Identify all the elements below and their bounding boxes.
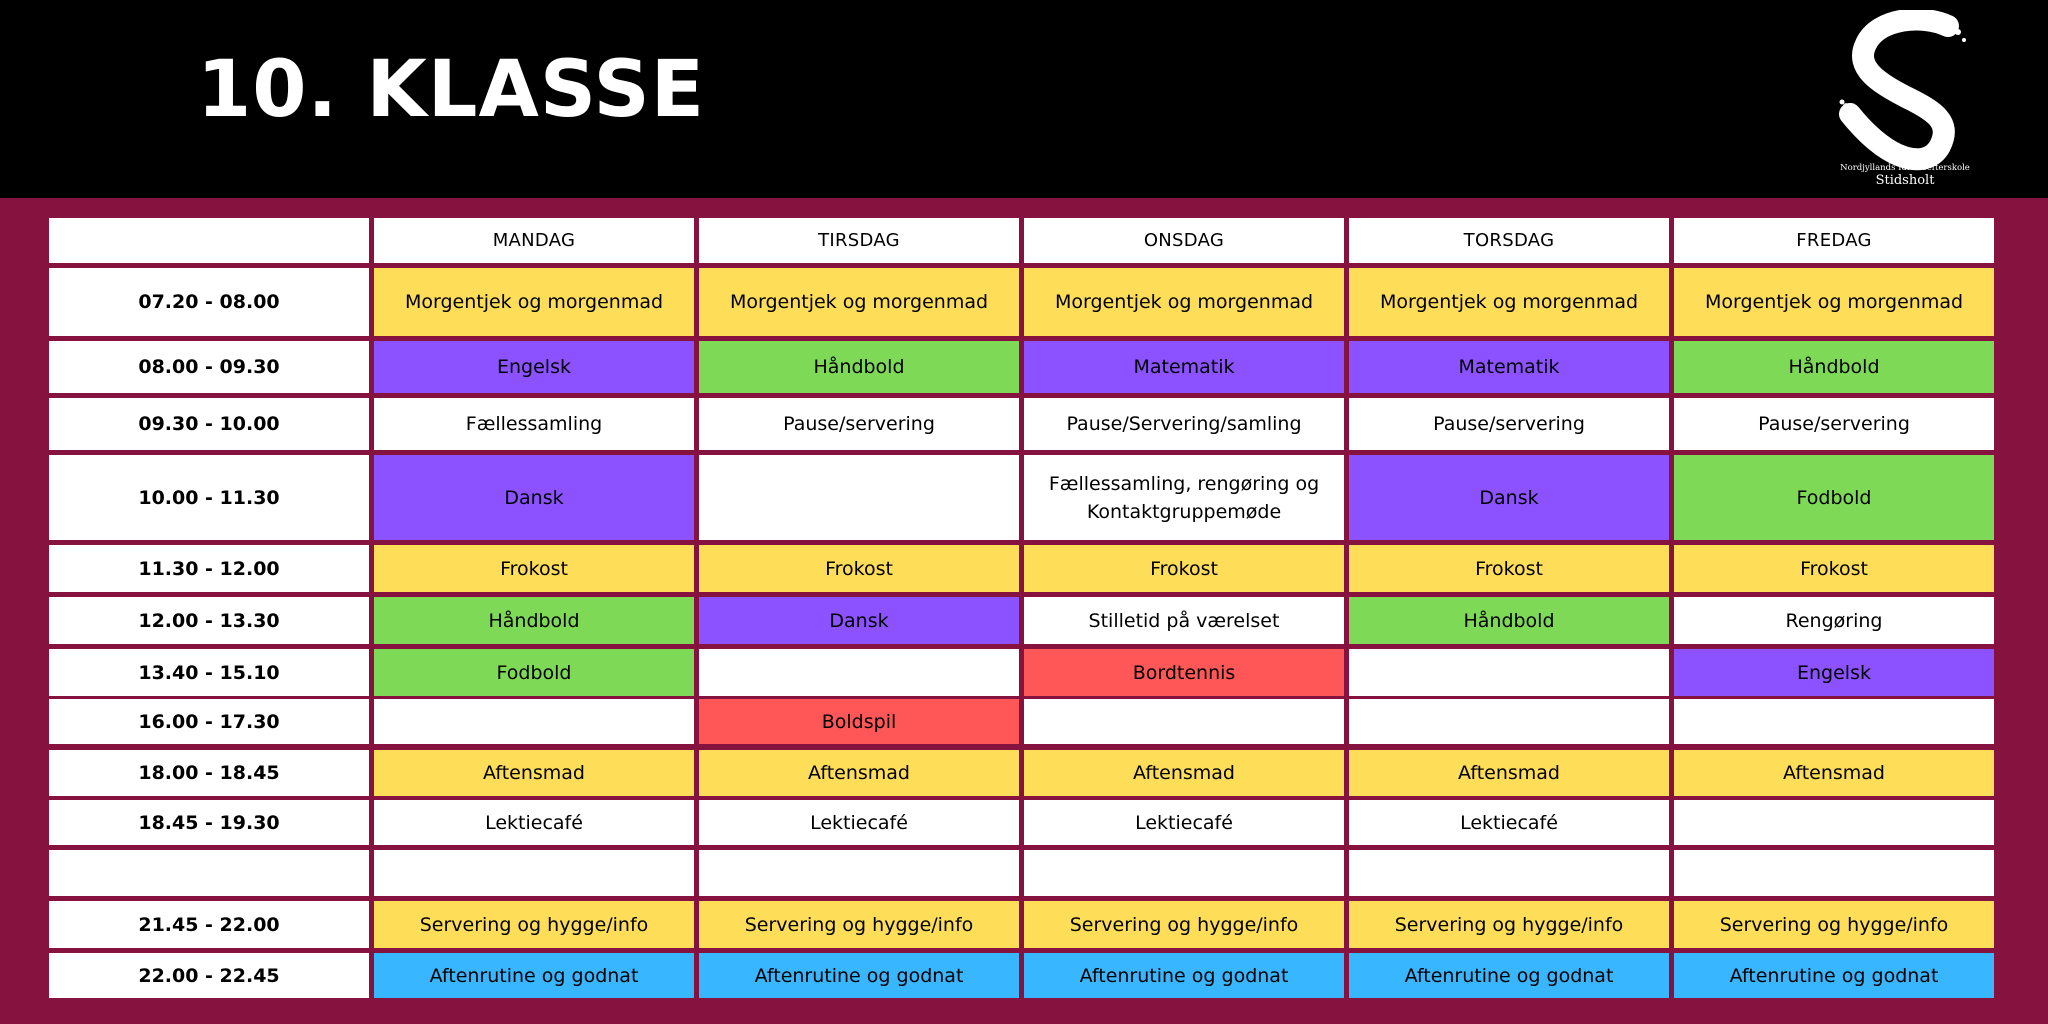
activity-cell	[374, 699, 694, 744]
activity-cell: Lektiecafé	[1024, 800, 1344, 845]
activity-cell: Aftensmad	[374, 750, 694, 796]
activity-cell: Fodbold	[374, 649, 694, 696]
brush-s-logo-icon	[1839, 10, 1966, 171]
activity-cell: Engelsk	[374, 341, 694, 393]
time-cell: 08.00 - 09.30	[49, 341, 369, 393]
activity-cell	[1674, 699, 1994, 744]
activity-cell	[1349, 649, 1669, 696]
activity-cell: Aftensmad	[1024, 750, 1344, 796]
activity-cell: Pause/servering	[1349, 398, 1669, 450]
activity-cell: Aftensmad	[1674, 750, 1994, 796]
day-header-torsdag: TORSDAG	[1349, 218, 1669, 263]
activity-cell: Aftenrutine og godnat	[699, 953, 1019, 998]
activity-cell	[1674, 850, 1994, 896]
activity-cell: Matematik	[1024, 341, 1344, 393]
activity-cell: Aftenrutine og godnat	[374, 953, 694, 998]
header-bar: 10. KLASSE	[0, 0, 2048, 198]
corner-cell	[49, 218, 369, 263]
activity-cell: Morgentjek og morgenmad	[1674, 268, 1994, 336]
activity-cell: Fodbold	[1674, 455, 1994, 540]
activity-cell: Dansk	[699, 597, 1019, 644]
activity-cell	[1024, 699, 1344, 744]
activity-cell	[699, 850, 1019, 896]
activity-cell: Lektiecafé	[699, 800, 1019, 845]
activity-cell: Servering og hygge/info	[1674, 901, 1994, 948]
activity-cell: Stilletid på værelset	[1024, 597, 1344, 644]
time-cell: 21.45 - 22.00	[49, 901, 369, 948]
activity-cell: Boldspil	[699, 699, 1019, 744]
time-cell	[49, 850, 369, 896]
time-cell: 10.00 - 11.30	[49, 455, 369, 540]
activity-cell	[1674, 800, 1994, 845]
activity-cell: Servering og hygge/info	[374, 901, 694, 948]
activity-cell: Pause/servering	[1674, 398, 1994, 450]
activity-cell: Håndbold	[1674, 341, 1994, 393]
activity-cell: Frokost	[699, 545, 1019, 592]
activity-cell: Frokost	[1349, 545, 1669, 592]
activity-cell: Morgentjek og morgenmad	[1349, 268, 1669, 336]
activity-cell: Morgentjek og morgenmad	[699, 268, 1019, 336]
day-header-onsdag: ONSDAG	[1024, 218, 1344, 263]
day-header-tirsdag: TIRSDAG	[699, 218, 1019, 263]
activity-cell: Matematik	[1349, 341, 1669, 393]
activity-cell: Morgentjek og morgenmad	[1024, 268, 1344, 336]
time-cell: 13.40 - 15.10	[49, 649, 369, 696]
activity-cell: Håndbold	[374, 597, 694, 644]
activity-cell: Pause/servering	[699, 398, 1019, 450]
activity-cell: Engelsk	[1674, 649, 1994, 696]
activity-cell: Lektiecafé	[1349, 800, 1669, 845]
activity-cell	[1349, 699, 1669, 744]
logo-school-title: Stidsholt	[1875, 173, 1935, 188]
activity-cell: Dansk	[374, 455, 694, 540]
time-cell: 07.20 - 08.00	[49, 268, 369, 336]
activity-cell: Morgentjek og morgenmad	[374, 268, 694, 336]
activity-cell: Håndbold	[699, 341, 1019, 393]
time-cell: 11.30 - 12.00	[49, 545, 369, 592]
activity-cell: Håndbold	[1349, 597, 1669, 644]
activity-cell: Frokost	[374, 545, 694, 592]
time-cell: 22.00 - 22.45	[49, 953, 369, 998]
activity-cell: Aftensmad	[1349, 750, 1669, 796]
activity-cell: Frokost	[1024, 545, 1344, 592]
time-cell: 18.00 - 18.45	[49, 750, 369, 796]
activity-cell: Lektiecafé	[374, 800, 694, 845]
activity-cell: Bordtennis	[1024, 649, 1344, 696]
activity-cell: Dansk	[1349, 455, 1669, 540]
time-cell: 09.30 - 10.00	[49, 398, 369, 450]
activity-cell: Pause/Servering/samling	[1024, 398, 1344, 450]
page-title: 10. KLASSE	[197, 45, 705, 135]
activity-cell	[699, 649, 1019, 696]
activity-cell: Rengøring	[1674, 597, 1994, 644]
activity-cell	[1024, 850, 1344, 896]
activity-cell: Fællessamling, rengøring og Kontaktgrupp…	[1024, 455, 1344, 540]
activity-cell	[699, 455, 1019, 540]
day-header-mandag: MANDAG	[374, 218, 694, 263]
activity-cell: Servering og hygge/info	[1024, 901, 1344, 948]
activity-cell: Servering og hygge/info	[699, 901, 1019, 948]
logo-school-name: Nordjyllands Idrætsefterskole	[1840, 163, 1970, 173]
time-cell: 18.45 - 19.30	[49, 800, 369, 845]
activity-cell: Servering og hygge/info	[1349, 901, 1669, 948]
time-cell: 16.00 - 17.30	[49, 699, 369, 744]
activity-cell	[374, 850, 694, 896]
activity-cell: Aftenrutine og godnat	[1024, 953, 1344, 998]
activity-cell: Frokost	[1674, 545, 1994, 592]
activity-cell: Aftenrutine og godnat	[1674, 953, 1994, 998]
activity-cell: Fællessamling	[374, 398, 694, 450]
day-header-fredag: FREDAG	[1674, 218, 1994, 263]
activity-cell: Aftenrutine og godnat	[1349, 953, 1669, 998]
activity-cell	[1349, 850, 1669, 896]
activity-cell: Aftensmad	[699, 750, 1019, 796]
time-cell: 12.00 - 13.30	[49, 597, 369, 644]
